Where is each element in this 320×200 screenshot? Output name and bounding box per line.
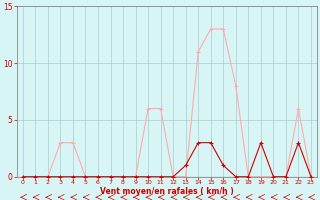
X-axis label: Vent moyen/en rafales ( km/h ): Vent moyen/en rafales ( km/h ): [100, 187, 234, 196]
